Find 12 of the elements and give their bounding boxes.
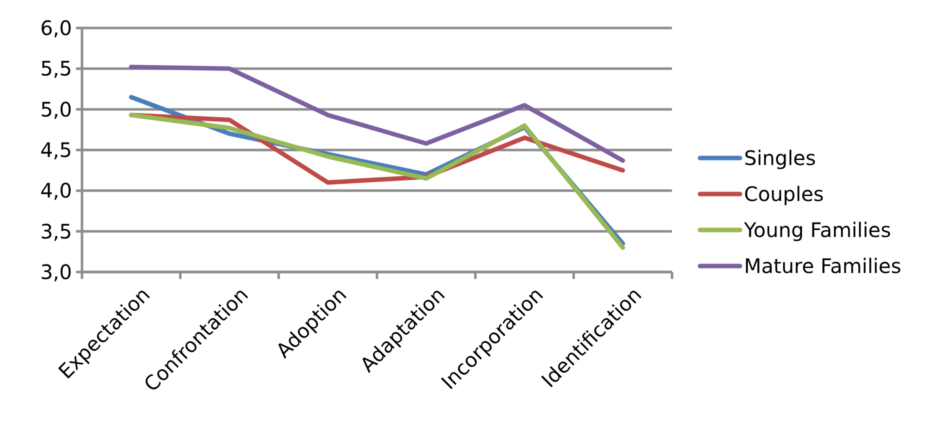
y-tick-label: 5,5 bbox=[40, 56, 72, 81]
y-tick-label: 6,0 bbox=[40, 16, 72, 40]
y-tick-label: 4,5 bbox=[40, 138, 72, 162]
legend-label: Singles bbox=[744, 146, 816, 170]
y-tick-label: 5,0 bbox=[40, 97, 72, 122]
y-tick-label: 3,5 bbox=[40, 219, 72, 244]
y-tick-label: 3,0 bbox=[40, 260, 72, 284]
legend-label: Mature Families bbox=[744, 254, 902, 278]
legend-label: Couples bbox=[744, 182, 824, 206]
line-series bbox=[128, 64, 626, 163]
legend-label: Young Families bbox=[743, 218, 892, 242]
y-tick-label: 4,0 bbox=[40, 178, 72, 203]
